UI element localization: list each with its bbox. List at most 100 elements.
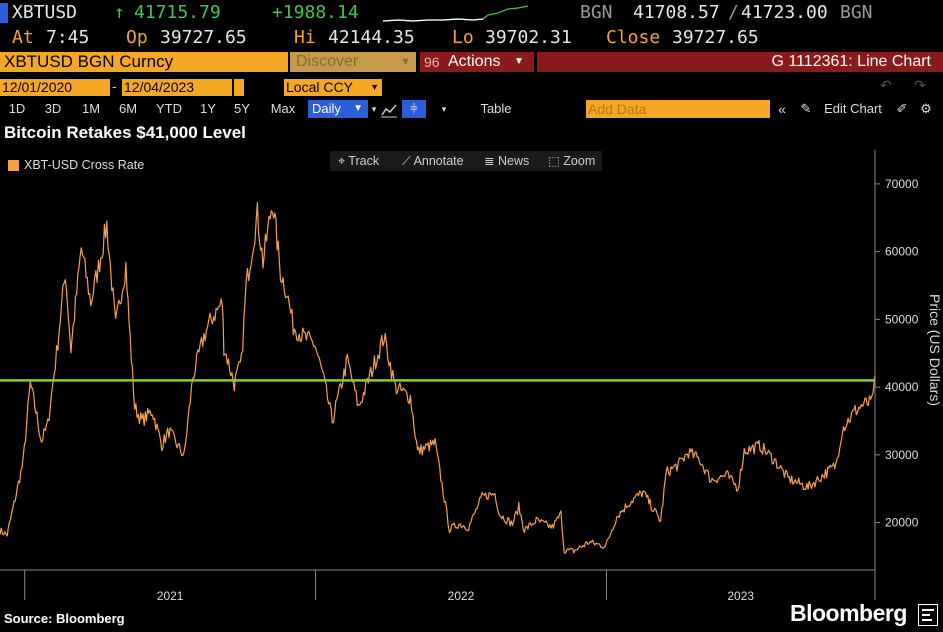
bloomberg-logo: Bloomberg xyxy=(790,600,907,626)
x-axis: 2021 2022 2023 xyxy=(0,569,876,602)
high-label: Hi xyxy=(294,27,316,48)
redo-icon[interactable]: ↷ xyxy=(914,78,926,94)
track-button[interactable]: ⌖ Track xyxy=(338,152,379,170)
bid-ask-separator: / xyxy=(728,2,739,23)
zoom-icon: ⬚ xyxy=(548,154,560,168)
settings-icon[interactable]: ⚙ xyxy=(920,101,932,116)
sparkline-icon xyxy=(383,5,529,22)
y-tick-label: 70000 xyxy=(885,177,919,191)
price-source: BGN xyxy=(580,2,613,23)
source-note: Source: Bloomberg xyxy=(4,611,125,626)
period-1y[interactable]: 1Y xyxy=(200,101,216,116)
y-tick-label: 40000 xyxy=(885,380,919,394)
ask-price: 41723.00 xyxy=(741,2,828,23)
ticker-symbol[interactable]: XBTUSD xyxy=(12,2,78,23)
up-arrow-icon: ↑ xyxy=(114,2,125,23)
stats-bar: At 7:45 Op 39727.65 Hi 42144.35 Lo 39702… xyxy=(0,26,943,50)
security-name-field[interactable]: XBTUSD BGN Curncy xyxy=(0,52,288,72)
x-tick-label: 2021 xyxy=(157,589,184,602)
chart-type-dropdown-icon[interactable]: ▾ xyxy=(441,104,447,114)
news-button[interactable]: ≣ News xyxy=(484,152,529,170)
end-date-input[interactable]: 12/04/2023 xyxy=(122,79,232,96)
y-tick-label: 50000 xyxy=(885,312,919,326)
y-tick-label: 60000 xyxy=(885,245,919,259)
ticker-bar: XBTUSD ↑ 41715.79 +1988.14 BGN 41708.57 … xyxy=(0,0,943,26)
security-bar: XBTUSD BGN Curncy Discover ▼ 96 Actions … xyxy=(0,50,943,74)
legend-label[interactable]: XBT-USD Cross Rate xyxy=(24,158,145,172)
price-source-2: BGN xyxy=(840,2,873,23)
news-icon: ≣ xyxy=(484,154,495,168)
actions-label: Actions xyxy=(448,53,501,70)
low-label: Lo xyxy=(452,27,474,48)
candle-chart-icon[interactable]: ⫩ xyxy=(402,100,426,118)
currency-label: Local CCY xyxy=(286,79,353,95)
net-change: +1988.14 xyxy=(272,2,359,23)
pencil-icon[interactable]: ✎ xyxy=(800,101,812,116)
low-value: 39702.31 xyxy=(485,27,572,48)
y-axis-label: Price (US Dollars) xyxy=(927,294,943,406)
period-1d[interactable]: 1D xyxy=(8,101,26,116)
calendar-toggle[interactable] xyxy=(234,79,244,96)
y-tick-label: 30000 xyxy=(885,448,919,462)
discover-label: Discover xyxy=(296,53,359,70)
annotate-label: Annotate xyxy=(413,154,464,168)
last-price: 41715.79 xyxy=(134,2,221,23)
x-tick-label: 2023 xyxy=(727,589,754,602)
chart-title: Bitcoin Retakes $41,000 Level xyxy=(4,123,246,142)
bid-price: 41708.57 xyxy=(633,2,720,23)
pen-icon: ⟋ xyxy=(402,154,411,168)
close-label: Close xyxy=(606,27,661,48)
chart-menu xyxy=(330,151,602,171)
discover-button[interactable]: Discover ▼ xyxy=(290,52,416,72)
track-label: Track xyxy=(348,154,380,168)
date-separator: - xyxy=(112,78,117,94)
at-label: At xyxy=(12,27,34,48)
news-label: News xyxy=(497,154,530,168)
period-ytd[interactable]: YTD xyxy=(156,101,182,116)
zoom-button[interactable]: ⬚ Zoom xyxy=(548,152,595,170)
period-5y[interactable]: 5Y xyxy=(234,101,250,116)
currency-select[interactable]: Local CCY ▼ xyxy=(284,79,382,96)
line-chart-icon[interactable] xyxy=(380,102,398,118)
frequency-dropdown-icon[interactable]: ▾ xyxy=(371,104,377,114)
chevron-down-icon: ▼ xyxy=(353,103,363,114)
crosshair-icon: ⌖ xyxy=(338,154,346,168)
close-value: 39727.65 xyxy=(672,27,759,48)
add-data-input[interactable]: Add Data xyxy=(586,100,770,118)
collapse-icon[interactable]: « xyxy=(778,101,786,117)
period-3d[interactable]: 3D xyxy=(44,101,62,116)
legend-swatch xyxy=(8,160,19,171)
series-line xyxy=(0,201,876,555)
period-1m[interactable]: 1M xyxy=(81,101,101,116)
undo-icon[interactable]: ↶ xyxy=(880,78,892,94)
chevron-down-icon: ▼ xyxy=(370,82,379,92)
series-layer xyxy=(0,201,876,555)
high-value: 42144.35 xyxy=(328,27,415,48)
y-axis: 20000 30000 40000 50000 60000 70000 xyxy=(874,150,919,570)
chevron-down-icon: ▼ xyxy=(514,56,524,67)
actions-number: 96 xyxy=(424,54,440,70)
chart-toolbar: 1D 3D 1M 6M YTD 1Y 5Y Max Daily ▼ ▾ ⫩ ▾ … xyxy=(0,98,943,120)
chevron-down-icon: ▼ xyxy=(400,56,411,68)
annotate-button[interactable]: ⟋ Annotate xyxy=(402,152,464,170)
ticker-marker xyxy=(0,3,8,23)
at-value: 7:45 xyxy=(46,27,90,48)
open-label: Op xyxy=(126,27,148,48)
frequency-select[interactable]: Daily ▼ xyxy=(308,100,368,118)
chart-id-label: G 1112361: Line Chart xyxy=(537,52,943,72)
x-tick-label: 2022 xyxy=(448,589,475,602)
open-value: 39727.65 xyxy=(160,27,247,48)
y-tick-label: 20000 xyxy=(885,516,919,530)
edit-chart-button[interactable]: Edit Chart xyxy=(824,101,882,116)
zoom-label: Zoom xyxy=(563,154,596,168)
date-range-bar: 12/01/2020 - 12/04/2023 Local CCY ▼ ↶ ↷ xyxy=(0,76,943,98)
edit-icon[interactable]: ✐ xyxy=(896,101,908,116)
table-button[interactable]: Table xyxy=(480,101,512,116)
actions-button[interactable]: 96 Actions ▼ xyxy=(420,52,534,72)
frequency-label: Daily xyxy=(312,101,341,116)
period-max[interactable]: Max xyxy=(270,101,296,116)
logo-mark-icon xyxy=(918,604,938,626)
start-date-input[interactable]: 12/01/2020 xyxy=(0,79,110,96)
period-6m[interactable]: 6M xyxy=(118,101,138,116)
